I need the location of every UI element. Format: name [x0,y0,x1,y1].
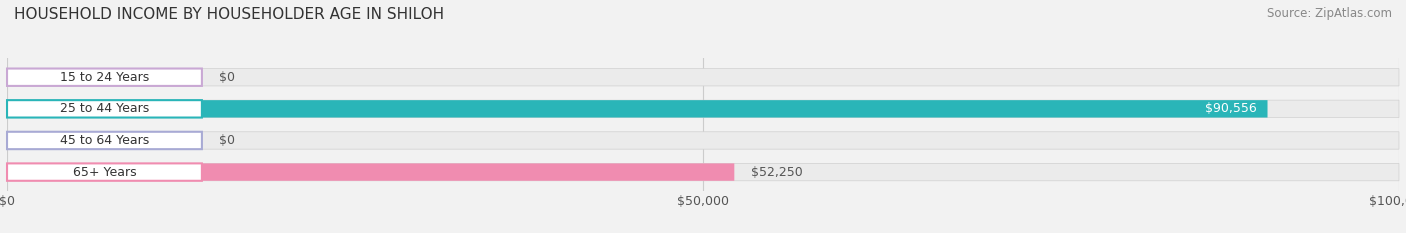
Text: $52,250: $52,250 [751,166,803,178]
Text: $0: $0 [218,71,235,84]
Text: 15 to 24 Years: 15 to 24 Years [60,71,149,84]
Text: 45 to 64 Years: 45 to 64 Years [60,134,149,147]
Text: $0: $0 [218,134,235,147]
FancyBboxPatch shape [7,132,1399,149]
FancyBboxPatch shape [7,163,1399,181]
Text: 65+ Years: 65+ Years [73,166,136,178]
Text: HOUSEHOLD INCOME BY HOUSEHOLDER AGE IN SHILOH: HOUSEHOLD INCOME BY HOUSEHOLDER AGE IN S… [14,7,444,22]
Text: 25 to 44 Years: 25 to 44 Years [60,102,149,115]
Text: $90,556: $90,556 [1205,102,1257,115]
FancyBboxPatch shape [7,163,202,181]
FancyBboxPatch shape [7,163,734,181]
FancyBboxPatch shape [7,69,1399,86]
FancyBboxPatch shape [7,100,202,117]
Text: Source: ZipAtlas.com: Source: ZipAtlas.com [1267,7,1392,20]
FancyBboxPatch shape [7,132,202,149]
FancyBboxPatch shape [7,100,1399,117]
FancyBboxPatch shape [7,100,1268,117]
FancyBboxPatch shape [7,69,202,86]
